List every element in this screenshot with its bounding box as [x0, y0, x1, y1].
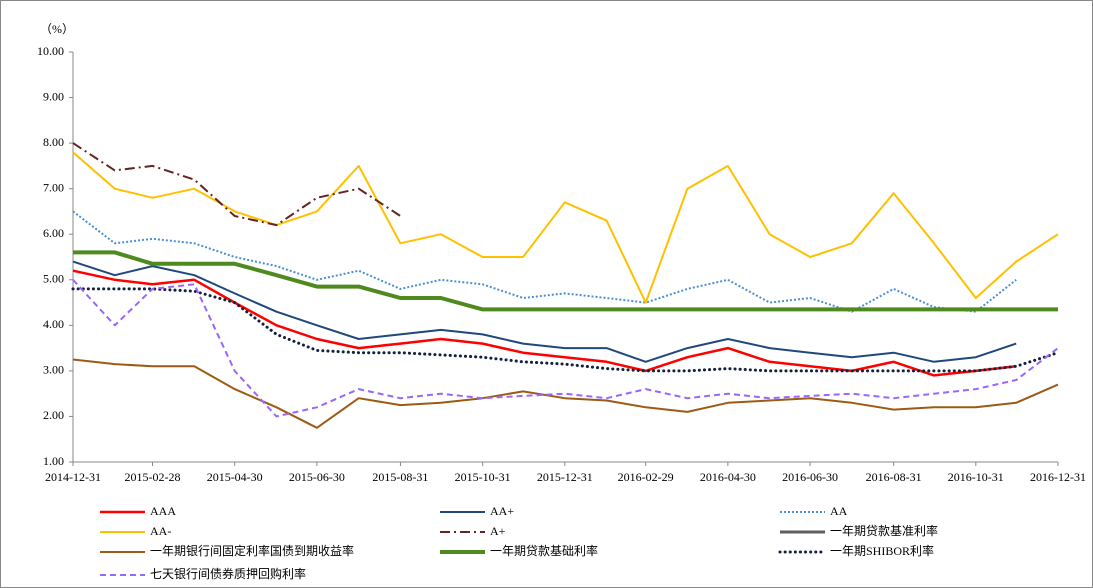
x-tick-label: 2016-04-30 [700, 470, 756, 484]
x-tick-label: 2016-10-31 [948, 470, 1004, 484]
y-tick-label: 5.00 [43, 272, 64, 286]
y-tick-label: 1.00 [43, 454, 64, 468]
x-tick-label: 2015-02-28 [125, 470, 181, 484]
series-line [72, 260, 1017, 363]
legend-label: A+ [490, 524, 506, 538]
x-tick-label: 2016-12-31 [1030, 470, 1086, 484]
y-unit: （%） [40, 22, 74, 36]
legend-label: 一年期银行间固定利率国债到期收益率 [150, 543, 354, 558]
x-tick-label: 2015-06-30 [289, 470, 345, 484]
x-tick-label: 2015-04-30 [207, 470, 263, 484]
legend-label: 七天银行间债券质押回购利率 [150, 566, 306, 581]
legend-label: AAA [150, 504, 176, 518]
legend-label: AA+ [490, 504, 514, 518]
y-tick-label: 9.00 [43, 89, 64, 103]
legend-label: 一年期贷款基准利率 [830, 523, 938, 538]
x-tick-label: 2015-10-31 [455, 470, 511, 484]
series-line [73, 250, 1058, 312]
y-tick-label: 4.00 [43, 317, 64, 331]
legend-label: AA- [150, 524, 171, 538]
x-tick-label: 2015-12-31 [537, 470, 593, 484]
x-tick-label: 2015-08-31 [372, 470, 428, 484]
series-line [71, 287, 1060, 373]
series-line [72, 279, 1059, 418]
y-tick-label: 2.00 [43, 408, 64, 422]
y-tick-label: 10.00 [37, 44, 64, 58]
y-tick-label: 8.00 [43, 135, 64, 149]
x-tick-label: 2016-08-31 [866, 470, 922, 484]
y-tick-label: 7.00 [43, 180, 64, 194]
series-line [72, 269, 1017, 377]
x-tick-label: 2014-12-31 [45, 470, 101, 484]
y-tick-label: 6.00 [43, 226, 64, 240]
legend-label: AA [830, 504, 848, 518]
series-line [72, 151, 1059, 304]
series-line [72, 142, 401, 227]
series-line [72, 358, 1059, 429]
y-tick-label: 3.00 [43, 363, 64, 377]
x-tick-label: 2016-02-29 [618, 470, 674, 484]
legend-label: 一年期贷款基础利率 [490, 543, 598, 558]
x-tick-label: 2016-06-30 [782, 470, 838, 484]
legend-label: 一年期SHIBOR利率 [830, 543, 934, 558]
